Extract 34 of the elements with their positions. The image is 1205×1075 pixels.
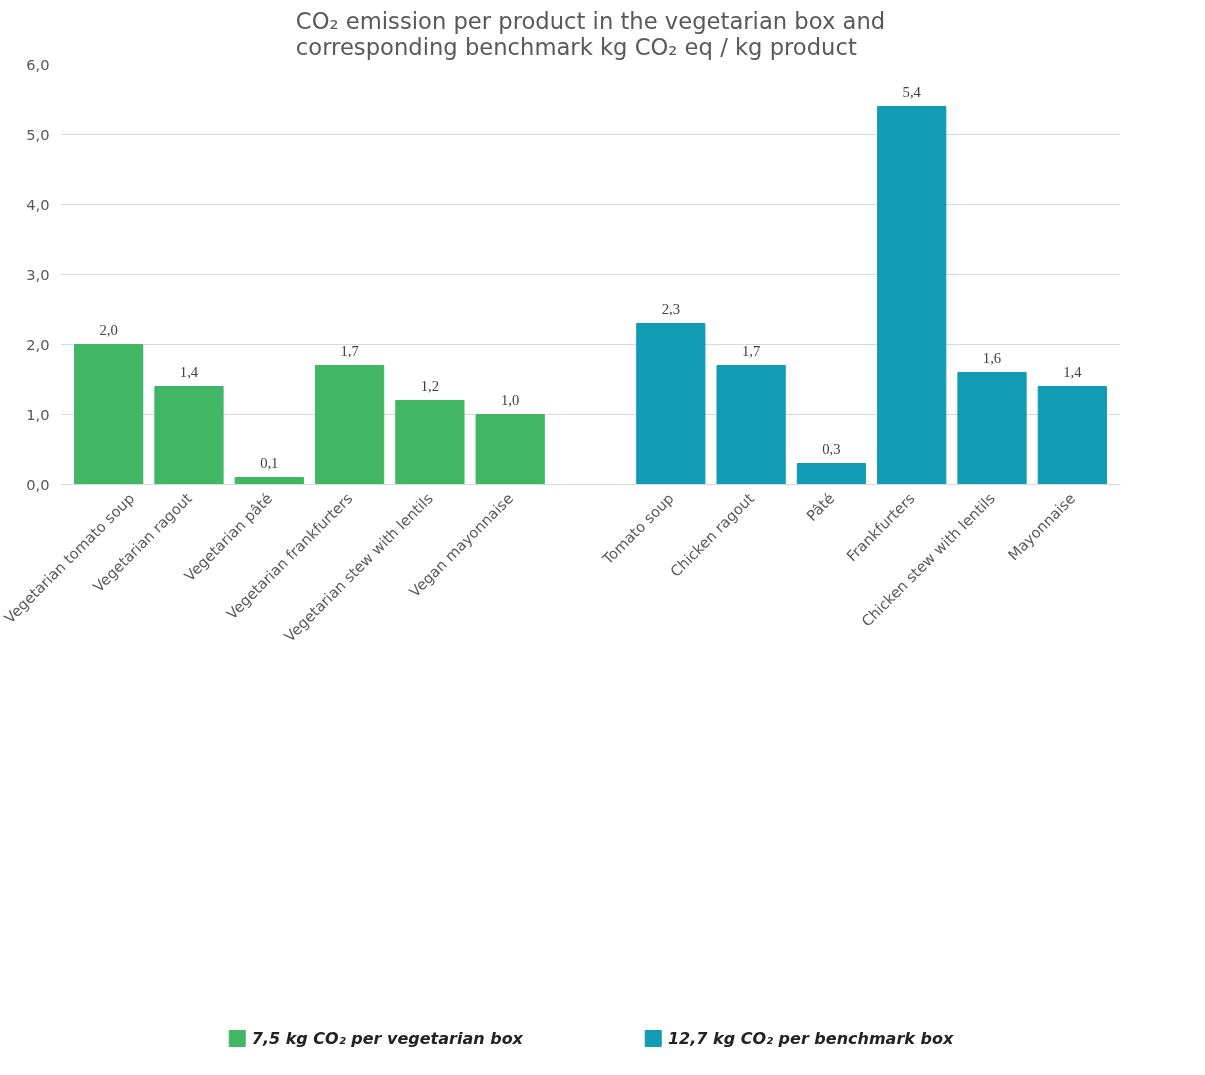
- bar: [877, 106, 947, 485]
- data-label: 0,3: [822, 440, 841, 457]
- y-tick-label: 4,0: [26, 195, 50, 213]
- bar: [74, 344, 144, 485]
- data-label: 1,4: [1063, 363, 1083, 380]
- data-label: 1,4: [179, 363, 199, 380]
- bar: [475, 414, 545, 485]
- bar: [1037, 386, 1107, 485]
- bar: [796, 463, 867, 485]
- y-tick-label: 1,0: [26, 405, 50, 423]
- data-label: 1,6: [982, 349, 1002, 366]
- data-label: 1,2: [420, 377, 440, 394]
- bar: [716, 365, 786, 485]
- bar: [234, 477, 304, 485]
- y-tick-label: 6,0: [26, 55, 50, 73]
- chart-title: CO₂ emission per product in the vegetarian box and corresponding benchmark kg CO₂ eq / kg product: [295, 7, 886, 60]
- legend-label: 12,7 kg CO₂ per benchmark box: [667, 1028, 954, 1048]
- data-label: 2,3: [661, 300, 680, 317]
- bar: [395, 400, 465, 485]
- bar: [636, 323, 706, 485]
- y-tick-label: 2,0: [26, 335, 50, 353]
- data-label: 1,7: [340, 342, 359, 359]
- data-label: 1,7: [741, 342, 761, 359]
- data-label: 5,4: [902, 83, 922, 100]
- data-label: 1,0: [501, 391, 520, 408]
- data-label: 2,0: [99, 321, 118, 338]
- bar: [957, 372, 1027, 485]
- y-tick-label: 3,0: [26, 265, 50, 283]
- y-tick-label: 5,0: [26, 125, 50, 143]
- data-label: 0,1: [260, 454, 279, 471]
- y-tick-label: 0,0: [26, 475, 50, 493]
- bar: [314, 365, 385, 485]
- legend-label: 7,5 kg CO₂ per vegetarian box: [251, 1028, 523, 1048]
- bar: [154, 386, 224, 485]
